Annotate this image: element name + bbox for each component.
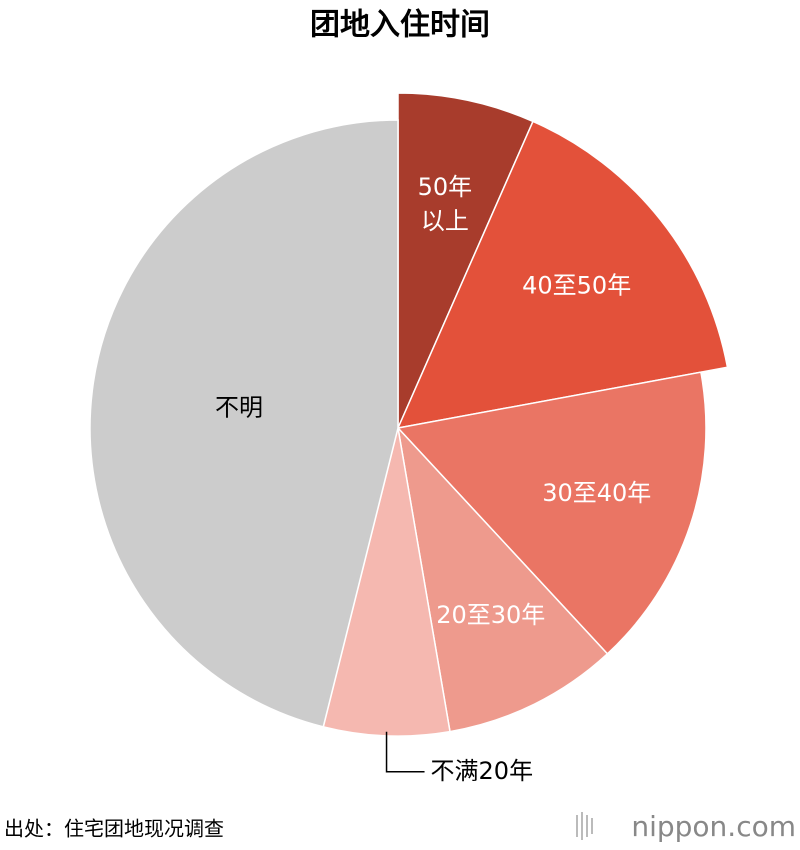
pie-slice (396, 371, 707, 655)
slice-label: 不明 (215, 393, 263, 421)
logo: nippon.com (631, 810, 796, 843)
chart-title: 团地入住时间 (310, 8, 490, 43)
slice-label: 40至50年 (522, 272, 631, 300)
source: 出处：住宅团地现况调查 (4, 817, 224, 841)
slice-label: 30至40年 (542, 479, 651, 507)
pie-slice (89, 119, 399, 728)
pie-slice (396, 425, 609, 733)
slice-label: 50年以上 (418, 173, 473, 235)
slice-label: 20至30年 (436, 601, 545, 629)
leader-line (385, 731, 425, 773)
pie-slice (397, 92, 534, 429)
slice-label: 不满20年 (431, 757, 534, 785)
pie-slice (396, 120, 729, 429)
logo-bars (576, 812, 593, 840)
